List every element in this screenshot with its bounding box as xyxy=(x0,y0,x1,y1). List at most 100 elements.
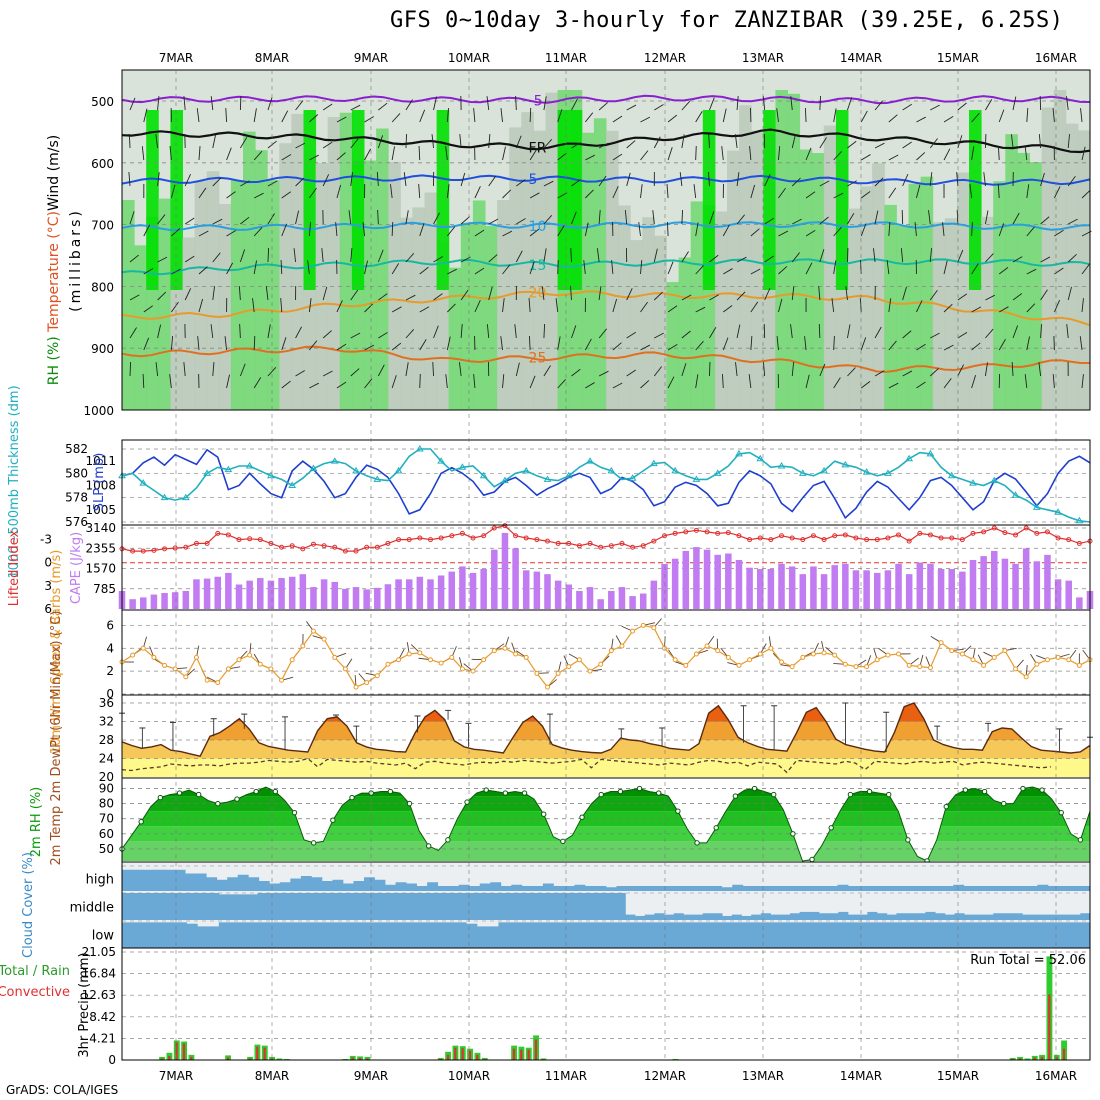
cloud-cell xyxy=(373,893,384,920)
wind-barb xyxy=(405,328,415,339)
li-point xyxy=(1066,537,1072,543)
wind-barb xyxy=(833,377,841,389)
cloud-cell xyxy=(963,886,975,891)
wind-barb xyxy=(833,108,837,123)
rh-column xyxy=(279,143,292,410)
wind-barb xyxy=(1038,362,1042,377)
cape-bar xyxy=(501,532,509,609)
wind-barb xyxy=(474,300,481,313)
cloud-cell xyxy=(649,922,661,948)
li-point xyxy=(353,548,359,554)
cloud-cell xyxy=(153,869,165,891)
cape-bar xyxy=(639,593,647,609)
precip-conv-bar xyxy=(446,1054,450,1060)
wind-barb xyxy=(819,363,826,377)
cloud-cell xyxy=(369,922,381,948)
wind-barb xyxy=(515,362,520,377)
rh-point xyxy=(541,811,547,817)
y-tick-label: 0 xyxy=(106,687,114,701)
cloud-cell xyxy=(290,878,302,891)
wind-point xyxy=(417,650,423,656)
cloud-cell xyxy=(595,922,607,948)
wind-barb xyxy=(722,337,729,351)
x-tick-bottom: 16MAR xyxy=(1035,1069,1077,1083)
wind-barb xyxy=(833,151,842,161)
cloud-cell xyxy=(658,886,670,891)
wind-barb xyxy=(998,223,1005,237)
wind-barb xyxy=(1067,253,1077,263)
wind-barb xyxy=(943,344,954,351)
rh-column xyxy=(134,245,147,410)
li-point xyxy=(832,533,838,539)
cloud-cell xyxy=(974,886,986,891)
precip-conv-bar xyxy=(270,1058,274,1060)
cloud-cell xyxy=(509,893,520,920)
precip-conv-bar xyxy=(256,1046,259,1060)
rh-point xyxy=(349,794,355,801)
cape-bar xyxy=(1044,554,1051,609)
isotherm-label: 20 xyxy=(529,286,547,302)
wind-point xyxy=(396,657,402,663)
wind-barb xyxy=(557,260,559,275)
wind-barb xyxy=(502,264,511,275)
thickness-marker xyxy=(1054,508,1062,515)
li-point xyxy=(396,537,402,543)
cloud-cell xyxy=(406,883,418,891)
wind-barb xyxy=(929,138,938,149)
precip-conv-bar xyxy=(439,1058,442,1060)
wind-panel: 0 2 4 6 10m Wind Speed & Barbs (m/s) xyxy=(49,550,1093,754)
wind-barb xyxy=(226,230,237,237)
wind-barb xyxy=(364,378,373,389)
wind-barb xyxy=(654,104,664,111)
cape-bar xyxy=(842,563,849,609)
li-point xyxy=(938,535,944,541)
wind-barb xyxy=(157,172,160,187)
wind-barb xyxy=(916,300,923,313)
li-point xyxy=(342,548,348,554)
wind-barb xyxy=(695,340,704,351)
wind-point xyxy=(949,648,955,654)
li-point xyxy=(725,530,731,536)
wind-point xyxy=(576,657,582,663)
wind-barb xyxy=(1067,134,1070,149)
wind-barb xyxy=(446,336,451,351)
cloud-cell xyxy=(218,922,230,948)
cloud-cell xyxy=(332,879,344,891)
li-point xyxy=(310,541,316,547)
cloud-cell xyxy=(466,923,478,948)
li-point xyxy=(949,535,955,541)
cloud-cell xyxy=(390,922,403,948)
cloud-cell xyxy=(1014,922,1026,948)
rh-column xyxy=(618,205,631,410)
wind-barb xyxy=(721,146,724,161)
cape-bar xyxy=(565,584,573,609)
wind-point xyxy=(757,651,763,657)
wind-barb xyxy=(693,184,697,199)
wind-barb xyxy=(350,368,360,377)
thickness-marker xyxy=(735,449,743,457)
wind-barb xyxy=(791,177,801,187)
wind-barb xyxy=(129,97,136,111)
cloud-cell xyxy=(673,913,684,920)
cloud-cell xyxy=(248,877,260,891)
cape-ylabel-left: Lifted Index xyxy=(7,529,22,606)
cloud-cell xyxy=(528,893,539,920)
wind-barb xyxy=(183,96,186,111)
li-point xyxy=(151,547,157,553)
wind-point xyxy=(927,665,933,671)
wind-barb xyxy=(419,109,426,123)
wind-barb xyxy=(971,263,979,275)
wind-barb xyxy=(210,96,214,111)
cloud-cell xyxy=(1068,886,1080,891)
cloud-cell xyxy=(542,883,554,891)
cloud-cell xyxy=(953,884,965,891)
wind-barb xyxy=(267,213,275,225)
cloud-cell xyxy=(304,922,316,948)
wind-barb xyxy=(971,306,982,313)
y-tick-label: 50 xyxy=(99,842,114,856)
wind-barb xyxy=(433,256,443,263)
wind-point xyxy=(364,680,370,686)
thickness-marker xyxy=(309,464,318,471)
cloud-cell xyxy=(702,922,714,948)
wind-barb xyxy=(391,222,394,237)
